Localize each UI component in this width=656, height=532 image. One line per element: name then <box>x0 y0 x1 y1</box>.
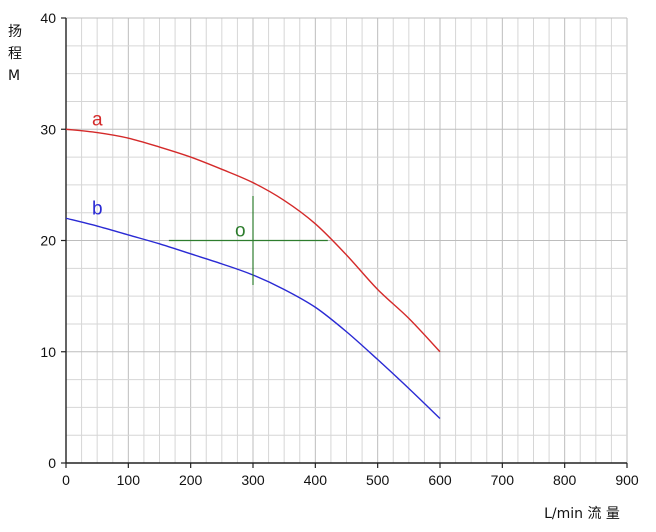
x-tick-label: 200 <box>179 472 203 488</box>
x-tick-label: 600 <box>428 472 452 488</box>
annotations: o <box>168 196 328 285</box>
series-label-a: a <box>92 109 103 130</box>
y-tick-label: 0 <box>48 455 56 471</box>
x-tick-label: 300 <box>241 472 265 488</box>
y-axis-label-line: 扬 <box>8 24 22 40</box>
labels: a b 扬程M L/min 流 量 <box>8 24 620 522</box>
y-tick-label: 40 <box>40 10 56 26</box>
y-tick-label: 10 <box>40 344 56 360</box>
operating-point-label: o <box>235 221 246 242</box>
y-axis-label-line: M <box>8 68 20 84</box>
series-label-b: b <box>92 198 103 219</box>
y-tick-label: 30 <box>40 121 56 137</box>
x-axis-label: L/min 流 量 <box>544 506 620 522</box>
y-axis-label-line: 程 <box>8 46 22 62</box>
x-tick-label: 500 <box>366 472 390 488</box>
x-tick-label: 800 <box>553 472 577 488</box>
x-tick-label: 400 <box>304 472 328 488</box>
x-tick-label: 0 <box>62 472 70 488</box>
series-line-a <box>65 128 441 353</box>
x-tick-label: 100 <box>117 472 141 488</box>
y-tick-label: 20 <box>40 233 56 249</box>
x-tick-label: 900 <box>615 472 639 488</box>
axes: 0 100 200 300 400 500 600 700 800 900 0 10 20 30 40 <box>40 10 638 488</box>
x-tick-label: 700 <box>491 472 515 488</box>
